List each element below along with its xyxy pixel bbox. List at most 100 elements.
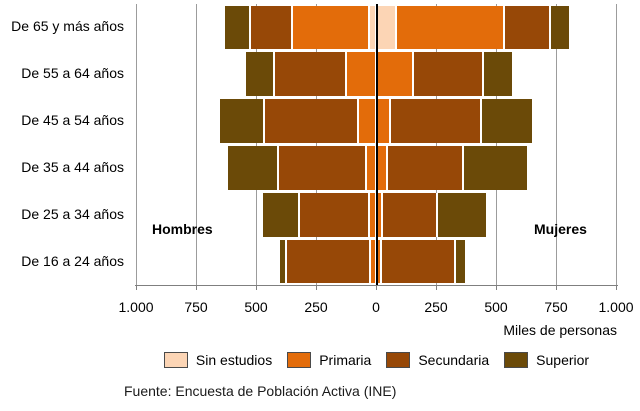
segment-secundaria-mujeres-4 bbox=[381, 192, 437, 237]
x-tick-label-3: 250 bbox=[304, 299, 328, 315]
segment-superior-hombres-4 bbox=[262, 192, 300, 237]
y-category-label-4: De 25 a 34 años bbox=[21, 205, 124, 222]
segment-primaria-hombres-2 bbox=[358, 99, 376, 143]
segment-primaria-mujeres-1 bbox=[377, 52, 413, 97]
legend-item-primaria: Primaria bbox=[287, 352, 371, 368]
bar-row-de-35-a-44-anos bbox=[136, 146, 617, 190]
gridline bbox=[556, 4, 557, 285]
segment-superior-hombres-0 bbox=[223, 5, 251, 50]
x-tick-label-8: 1.000 bbox=[598, 299, 634, 315]
x-tick-label-0: 1.000 bbox=[118, 299, 154, 315]
hombres-label: Hombres bbox=[152, 221, 213, 237]
segment-secundaria-hombres-3 bbox=[277, 146, 367, 190]
x-tick-label-5: 250 bbox=[424, 299, 448, 315]
bar-row-de-55-a-64-anos bbox=[136, 52, 617, 97]
legend: Sin estudios Primaria Secundaria Superior bbox=[136, 348, 617, 372]
legend-swatch-superior bbox=[504, 352, 529, 368]
segment-secundaria-hombres-1 bbox=[274, 52, 346, 97]
source-note: Fuente: Encuesta de Población Activa (IN… bbox=[124, 383, 397, 399]
plot-area bbox=[136, 4, 617, 285]
mujeres-half-row-2 bbox=[377, 99, 617, 143]
mujeres-half-row-4 bbox=[377, 192, 617, 237]
hombres-half-row-1 bbox=[136, 52, 376, 97]
zero-axis-line bbox=[375, 4, 378, 285]
x-tick-mark bbox=[196, 285, 197, 290]
x-tick-label-4: 0 bbox=[372, 299, 380, 315]
gridline bbox=[256, 4, 257, 285]
hombres-half-row-5 bbox=[136, 239, 376, 284]
mujeres-half-row-1 bbox=[377, 52, 617, 97]
y-category-label-2: De 45 a 54 años bbox=[21, 112, 124, 129]
x-tick-mark bbox=[436, 285, 437, 290]
segment-superior-mujeres-4 bbox=[436, 192, 488, 237]
segment-superior-mujeres-3 bbox=[463, 146, 529, 190]
hombres-half-row-4 bbox=[136, 192, 376, 237]
segment-sin-estudios-hombres-0 bbox=[368, 5, 376, 50]
x-tick-label-7: 750 bbox=[544, 299, 568, 315]
segment-superior-mujeres-1 bbox=[482, 52, 513, 97]
legend-swatch-primaria bbox=[287, 352, 312, 368]
segment-secundaria-mujeres-1 bbox=[413, 52, 483, 97]
segment-primaria-hombres-0 bbox=[292, 5, 369, 50]
segment-superior-hombres-3 bbox=[227, 146, 278, 190]
segment-secundaria-hombres-0 bbox=[250, 5, 293, 50]
bar-row-de-25-a-34-anos bbox=[136, 192, 617, 237]
x-tick-mark bbox=[616, 285, 617, 290]
legend-swatch-secundaria bbox=[386, 352, 411, 368]
x-tick-mark bbox=[496, 285, 497, 290]
hombres-half-row-3 bbox=[136, 146, 376, 190]
legend-swatch-sin-estudios bbox=[163, 352, 188, 368]
y-category-label-5: De 16 a 24 años bbox=[21, 252, 124, 269]
gridline bbox=[616, 4, 617, 285]
mujeres-half-row-0 bbox=[377, 5, 617, 50]
x-tick-mark bbox=[136, 285, 137, 290]
segment-superior-mujeres-2 bbox=[481, 99, 533, 143]
gridline bbox=[196, 4, 197, 285]
mujeres-label: Mujeres bbox=[534, 221, 587, 237]
mujeres-half-row-5 bbox=[377, 239, 617, 284]
y-category-label-1: De 55 a 64 años bbox=[21, 65, 124, 82]
segment-primaria-mujeres-3 bbox=[377, 146, 387, 190]
legend-item-sin-estudios: Sin estudios bbox=[163, 352, 273, 368]
bar-row-de-45-a-54-anos bbox=[136, 99, 617, 143]
segment-secundaria-mujeres-5 bbox=[380, 239, 455, 284]
legend-label-superior: Superior bbox=[536, 352, 590, 368]
bar-row-de-65-y-mas-anos bbox=[136, 5, 617, 50]
segment-primaria-hombres-4 bbox=[368, 192, 376, 237]
legend-item-superior: Superior bbox=[504, 352, 589, 368]
legend-label-secundaria: Secundaria bbox=[418, 352, 490, 368]
segment-secundaria-hombres-5 bbox=[286, 239, 370, 284]
mujeres-half-row-3 bbox=[377, 146, 617, 190]
x-tick-mark bbox=[556, 285, 557, 290]
segment-superior-hombres-2 bbox=[218, 99, 265, 143]
segment-sin-estudios-mujeres-0 bbox=[377, 5, 397, 50]
segment-primaria-mujeres-0 bbox=[396, 5, 505, 50]
segment-secundaria-mujeres-0 bbox=[504, 5, 550, 50]
segment-superior-hombres-5 bbox=[278, 239, 286, 284]
hombres-half-row-2 bbox=[136, 99, 376, 143]
segment-superior-mujeres-0 bbox=[549, 5, 571, 50]
gridline bbox=[136, 4, 137, 285]
segment-secundaria-mujeres-3 bbox=[386, 146, 464, 190]
legend-label-sin-estudios: Sin estudios bbox=[195, 352, 273, 368]
x-tick-label-2: 500 bbox=[244, 299, 268, 315]
legend-label-primaria: Primaria bbox=[319, 352, 372, 368]
legend-item-secundaria: Secundaria bbox=[386, 352, 489, 368]
hombres-half-row-0 bbox=[136, 5, 376, 50]
x-tick-mark bbox=[376, 285, 377, 290]
gridline bbox=[436, 4, 437, 285]
segment-secundaria-mujeres-2 bbox=[390, 99, 482, 143]
x-tick-mark bbox=[256, 285, 257, 290]
segment-primaria-mujeres-2 bbox=[377, 99, 391, 143]
segment-superior-mujeres-5 bbox=[454, 239, 466, 284]
bar-row-de-16-a-24-anos bbox=[136, 239, 617, 284]
gridline bbox=[316, 4, 317, 285]
y-category-label-3: De 35 a 44 años bbox=[21, 158, 124, 175]
segment-secundaria-hombres-2 bbox=[264, 99, 358, 143]
y-category-label-0: De 65 y más años bbox=[11, 18, 124, 35]
segment-primaria-hombres-1 bbox=[346, 52, 376, 97]
x-tick-label-1: 750 bbox=[184, 299, 208, 315]
gridline bbox=[496, 4, 497, 285]
segment-secundaria-hombres-4 bbox=[299, 192, 369, 237]
